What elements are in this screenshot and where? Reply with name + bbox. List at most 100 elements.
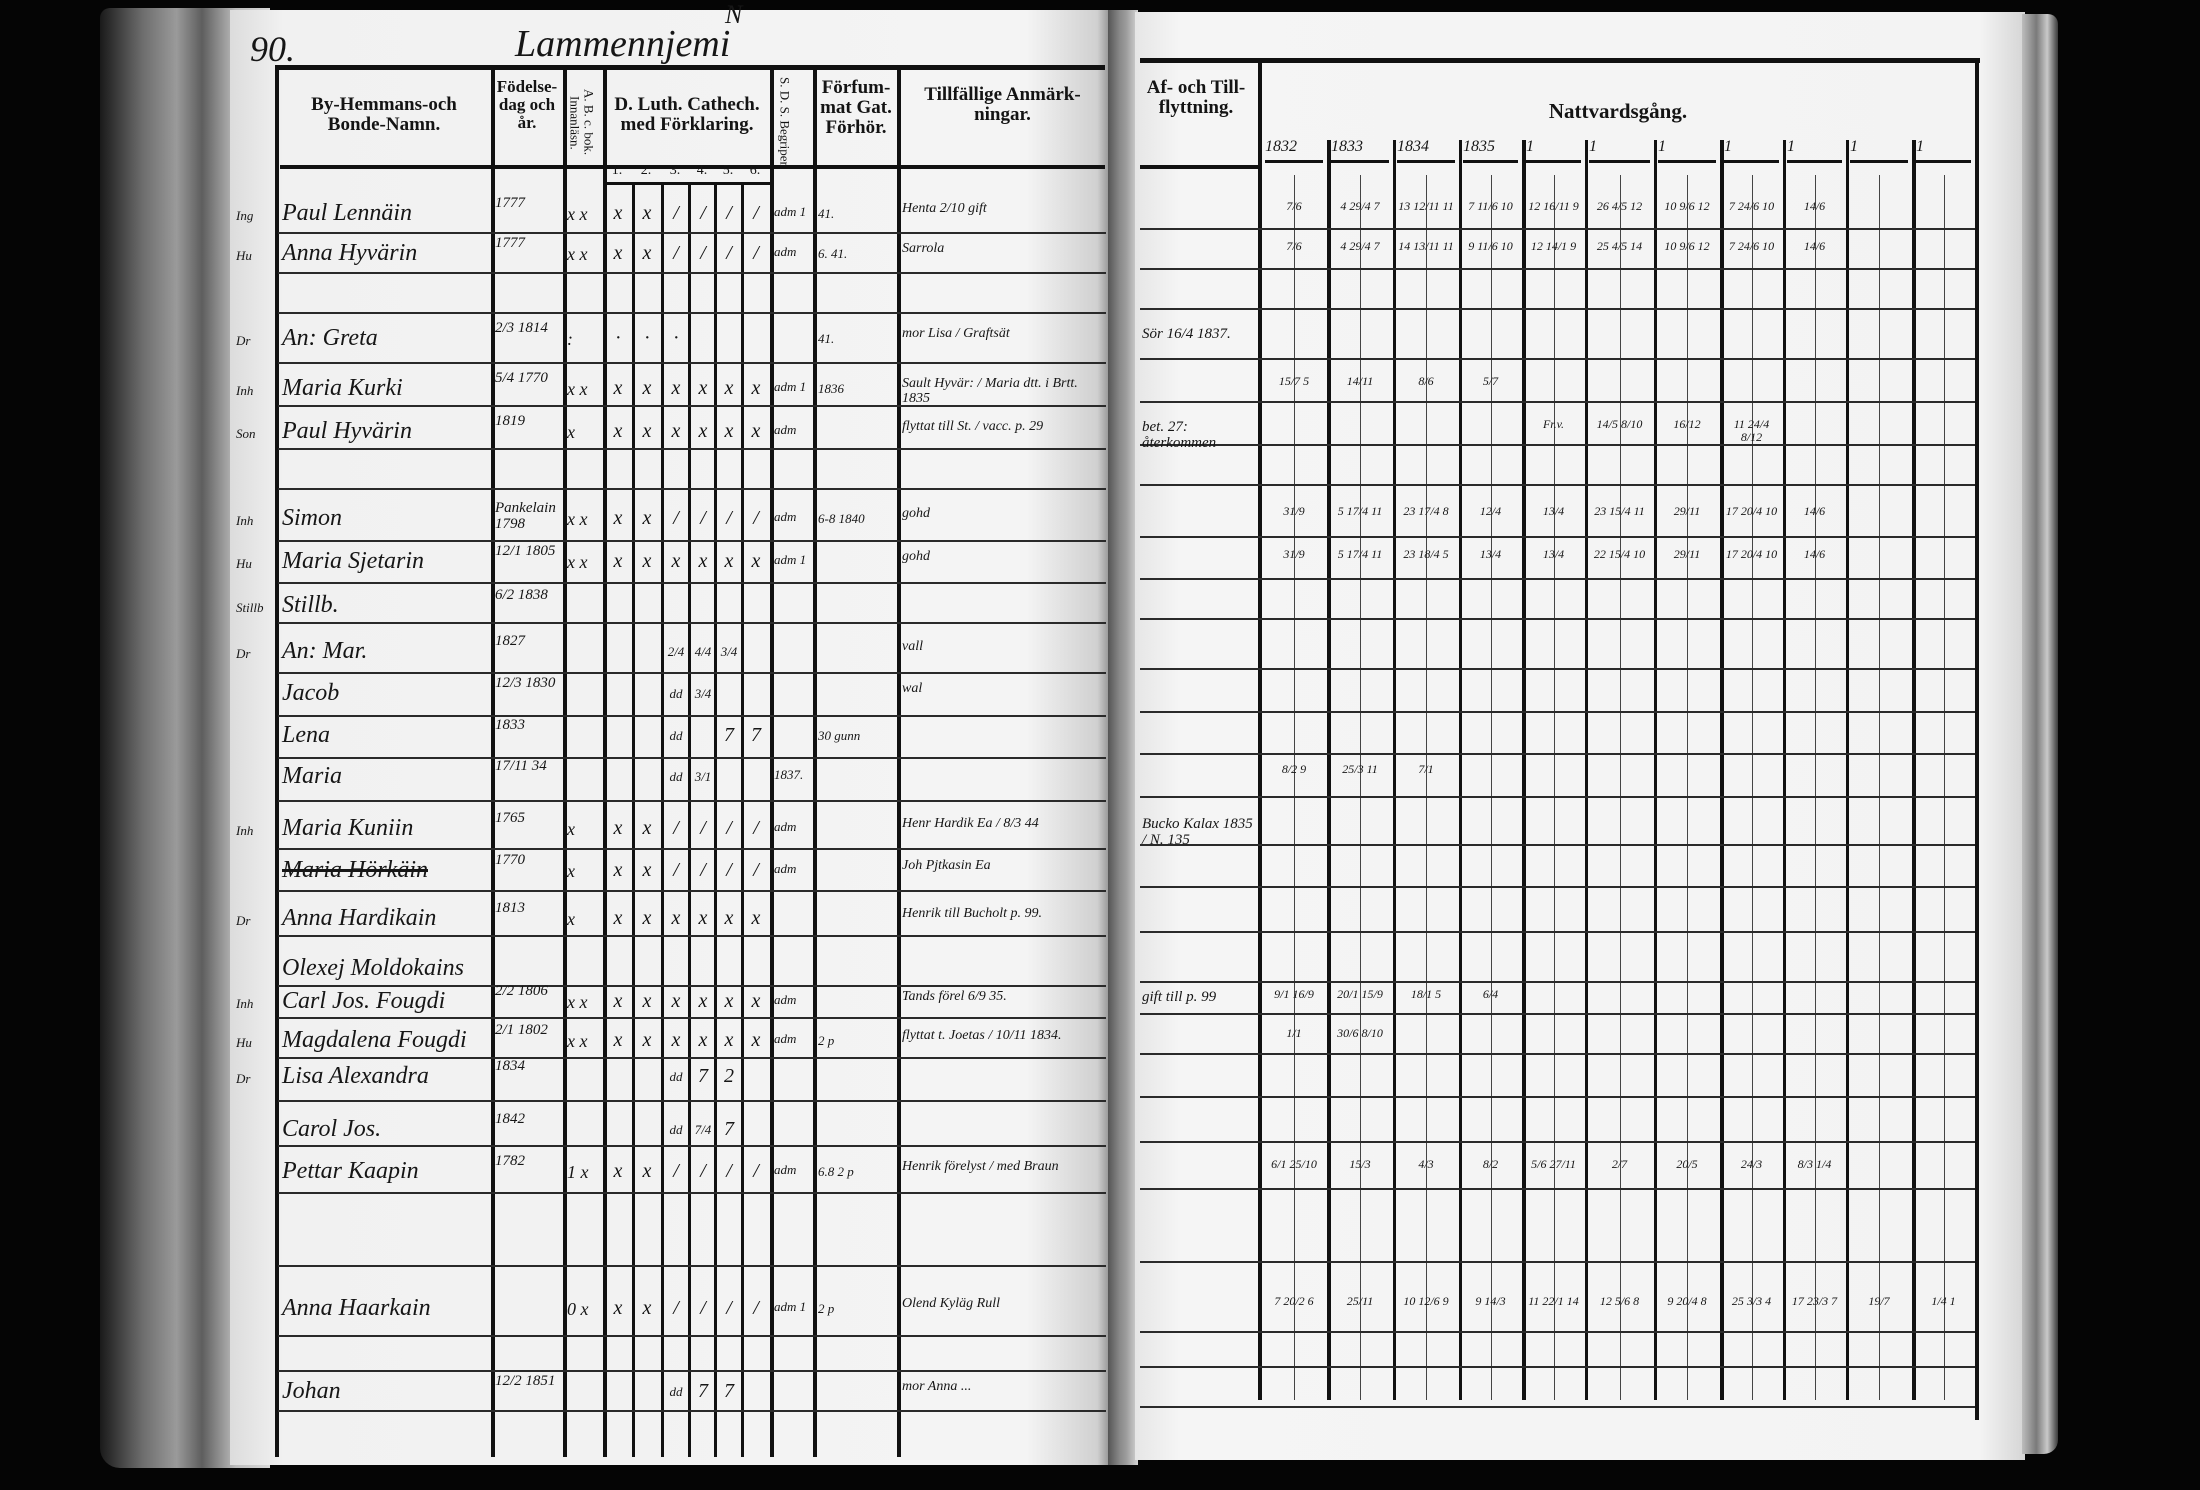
communion-entry: 14/11 (1346, 374, 1374, 388)
catechism-part-label: 2. (640, 163, 652, 178)
header-birth: Födelse-dag och år. (496, 77, 558, 132)
catechism-mark: x (698, 420, 708, 442)
catechism-mark: / (726, 202, 732, 224)
column-rule (275, 67, 279, 1457)
note-entry: Henr Hardik Ea / 8/3 44 (902, 816, 1039, 831)
catechism-mark: dd (669, 1384, 683, 1399)
catechism-mark: / (700, 817, 706, 839)
communion-entry: 19/7 (1868, 1294, 1890, 1308)
book-gutter (1108, 10, 1138, 1465)
catechism-mark: / (753, 242, 759, 264)
note-entry: flyttat t. Joetas / 10/11 1834. (902, 1028, 1062, 1043)
sds-mark: adm (774, 861, 797, 876)
birth-date: 17/11 34 (495, 758, 547, 774)
row-rule (278, 1017, 1106, 1019)
row-rule (1140, 484, 1975, 486)
abc-reading-mark: x x (567, 379, 588, 399)
row-rule (278, 1192, 1106, 1194)
column-rule (603, 67, 607, 1457)
note-entry: Henta 2/10 gift (902, 201, 987, 216)
row-rule (278, 488, 1106, 490)
catechism-mark: x (724, 420, 734, 442)
year-underline (1589, 160, 1650, 163)
catechism-mark: x (751, 550, 761, 572)
person-name: Anna Hardikain (282, 905, 437, 931)
communion-entry: 23 18/4 5 (1403, 547, 1449, 561)
year-label: 1 (1724, 138, 1732, 155)
catechism-mark: / (753, 817, 759, 839)
year-subcolumn-rule (1491, 175, 1492, 1400)
row-rule (1140, 1261, 1975, 1263)
catechism-mark: x (698, 907, 708, 929)
catechism-mark: x (613, 907, 623, 929)
abc-reading-mark: : (567, 329, 573, 349)
birth-date: Pankelain 1798 (495, 500, 556, 532)
forfum-entry: 30 gunn (818, 728, 861, 743)
row-rule (1140, 1331, 1975, 1333)
year-column-rule (1327, 140, 1331, 1400)
year-subcolumn-rule (1687, 175, 1688, 1400)
communion-entry: 14/6 (1803, 199, 1826, 213)
sds-mark: adm (774, 1031, 797, 1046)
birth-date: 12/2 1851 (495, 1373, 556, 1389)
communion-entry: 12 5/6 8 (1599, 1294, 1640, 1308)
communion-entry: 6/4 (1482, 987, 1499, 1001)
sds-mark: adm (774, 509, 797, 524)
communion-entry: 2/7 (1611, 1157, 1628, 1171)
catechism-mark: x (698, 1029, 708, 1051)
person-name: Maria Kuniin (282, 815, 414, 841)
year-underline (1724, 160, 1779, 163)
abc-reading-mark: x (567, 422, 575, 442)
row-rule (278, 448, 1106, 450)
communion-entry: 13/4 (1479, 547, 1502, 561)
catechism-mark: / (753, 859, 759, 881)
communion-entry: 14/6 (1803, 239, 1826, 253)
catechism-mark: x (613, 420, 623, 442)
communion-entry: 23 17/4 8 (1403, 504, 1449, 518)
communion-entry: 23 15/4 11 (1594, 504, 1645, 518)
sds-mark: adm (774, 992, 797, 1007)
communion-entry: 9/1 16/9 (1274, 987, 1314, 1001)
row-rule (278, 272, 1106, 274)
catechism-mark: 2/4 (667, 644, 685, 659)
catechism-mark: / (726, 1160, 732, 1182)
communion-entry: 31/9 (1283, 504, 1305, 518)
row-rule (278, 622, 1106, 624)
abc-reading-mark: x (567, 819, 575, 839)
forfum-entry: 41. (818, 206, 835, 221)
person-name: Lena (282, 722, 330, 748)
column-rule (897, 67, 901, 1457)
row-household-role: Hu (236, 556, 252, 571)
row-rule (1140, 981, 1975, 983)
catechism-mark: 7 (724, 724, 734, 746)
row-rule (1140, 1053, 1975, 1055)
communion-entry: Fr.v. (1542, 417, 1565, 431)
communion-entry: 14/6 (1803, 547, 1826, 561)
row-rule (1140, 1013, 1975, 1015)
row-rule (1140, 268, 1975, 270)
header-notes: Tillfällige Anmärk-ningar. (924, 84, 1081, 125)
catechism-mark: / (753, 507, 759, 529)
catechism-mark: / (726, 817, 732, 839)
communion-entry: 7 11/6 10 (1468, 199, 1513, 213)
row-rule (1140, 358, 1975, 360)
year-column-rule (1585, 140, 1588, 1400)
abc-reading-mark: x (567, 909, 575, 929)
communion-entry: 8/2 9 (1281, 762, 1307, 776)
catechism-mark: dd (669, 769, 683, 784)
abc-reading-mark: x x (567, 1031, 588, 1051)
abc-reading-mark: x (567, 861, 575, 881)
row-rule (278, 540, 1106, 542)
note-entry: wal (902, 681, 923, 696)
catechism-mark: x (613, 1029, 623, 1051)
communion-entry: 10 9/6 12 (1664, 239, 1710, 253)
year-label: 1833 (1331, 138, 1363, 155)
abc-reading-mark: x x (567, 204, 588, 224)
year-underline (1265, 160, 1323, 163)
row-household-role: Ing (236, 208, 254, 223)
communion-entry: 22 15/4 10 (1593, 547, 1646, 561)
catechism-mark: 7 (698, 1380, 708, 1402)
row-household-role: Hu (236, 1035, 252, 1050)
row-household-role: Inh (236, 996, 254, 1011)
communion-entry: 29/11 (1673, 547, 1701, 561)
